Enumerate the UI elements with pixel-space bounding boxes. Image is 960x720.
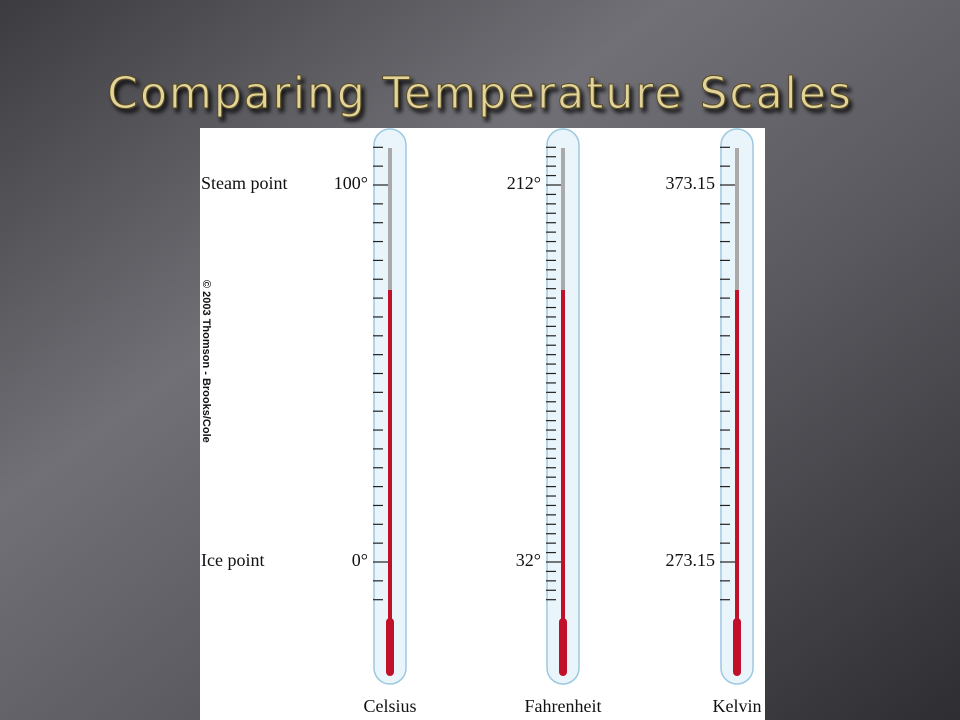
scale-name: Fahrenheit — [525, 696, 602, 716]
tube-bore — [561, 148, 565, 290]
ice-label: Ice point — [201, 550, 264, 570]
steam-label: Steam point — [201, 173, 288, 193]
bulb — [733, 618, 741, 676]
figure-panel — [200, 128, 765, 720]
tube-bore — [388, 148, 392, 290]
ice-value: 273.15 — [666, 550, 716, 570]
mercury — [561, 290, 565, 620]
ice-value: 32° — [516, 550, 541, 570]
mercury — [388, 290, 392, 620]
bulb — [386, 618, 394, 676]
slide-title: Comparing Temperature Scales — [107, 68, 853, 119]
scale-name: Celsius — [363, 696, 416, 716]
thermometers: 100° 0° Celsius 212° 32° Fahrenheit 373.15 273.… — [334, 128, 762, 716]
steam-value: 100° — [334, 173, 368, 193]
steam-value: 373.15 — [666, 173, 716, 193]
mercury — [735, 290, 739, 620]
bulb — [559, 618, 567, 676]
scale-name: Kelvin — [713, 696, 762, 716]
tube-bore — [735, 148, 739, 290]
credit: © 2003 Thomson - Brooks/Cole — [200, 280, 212, 443]
ice-value: 0° — [352, 550, 368, 570]
steam-value: 212° — [507, 173, 541, 193]
